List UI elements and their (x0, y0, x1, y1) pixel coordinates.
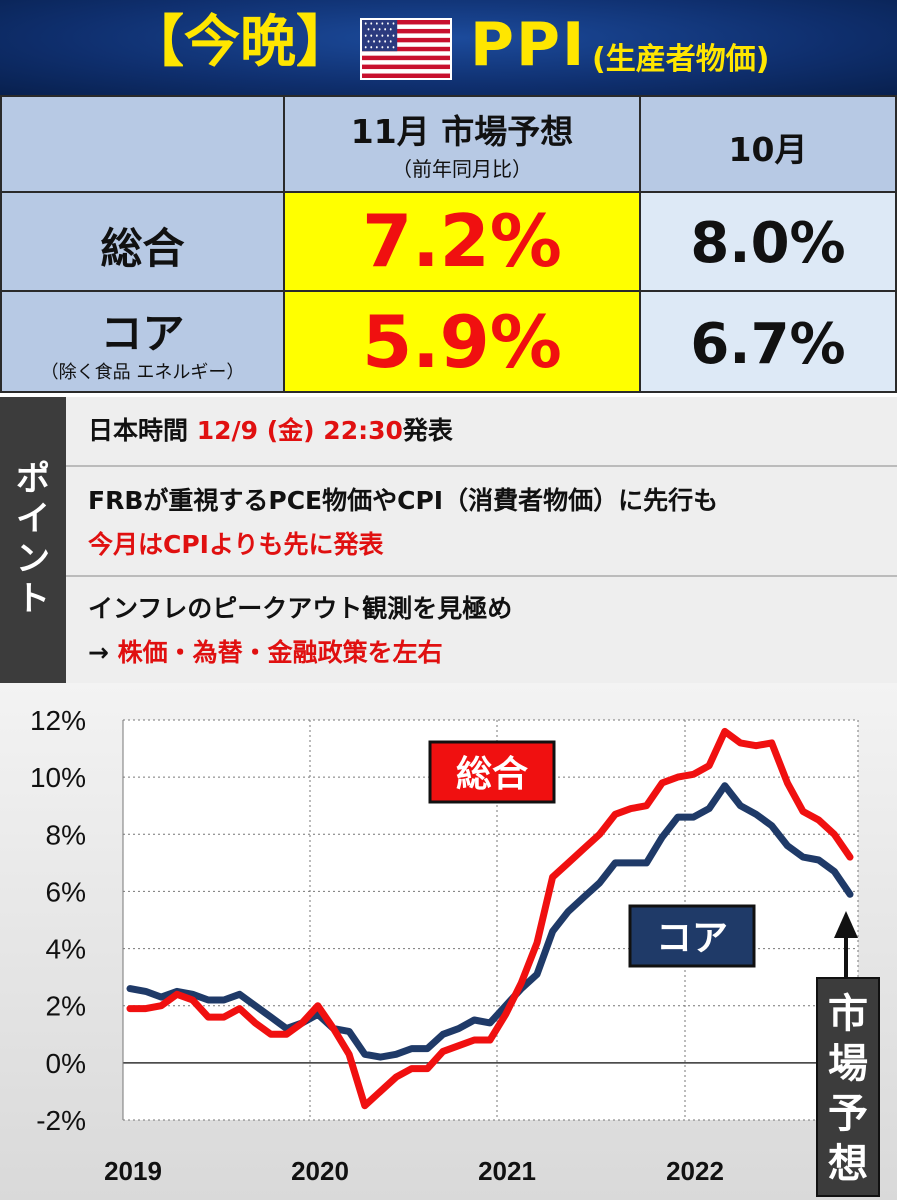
y-tick-label: 10% (30, 762, 86, 793)
row-core-previous-cell: 6.7% (639, 290, 897, 393)
y-tick-label: 4% (46, 934, 86, 965)
series-line-core (126, 782, 854, 1061)
forecast-header-title: 11月 市場予想 (350, 112, 574, 151)
header-bracket-title: 【今晩】 (128, 10, 352, 75)
legend-total-label: 総合 (456, 754, 528, 795)
y-tick-label: 0% (46, 1048, 86, 1079)
row-core-forecast: 5.9% (362, 300, 562, 384)
forecast-header-sub: （前年同月比） (392, 157, 532, 181)
x-tick-label: 2021 (478, 1156, 536, 1186)
forecast-callout-char: 予 (828, 1091, 868, 1137)
row-total-label-cell: 総合 (0, 191, 285, 292)
point-row-2: FRBが重視するPCE物価やCPI（消費者物価）に先行も 今月はCPIよりも先に… (66, 467, 897, 577)
chart-area: 12% 10% 8% 6% 4% 2% 0% -2% 2019 2020 2021 2022 総合コア市… (0, 683, 897, 1200)
points-side-bar: ポイント (0, 397, 66, 683)
row-core-label-cell: コア （除く食品 エネルギー） (0, 290, 285, 393)
header-subtitle: (生産者物価) (592, 42, 770, 77)
row-core-forecast-cell: 5.9% (283, 290, 641, 393)
point-row-1: 日本時間 12/9 (金) 22:30発表 (66, 397, 897, 467)
us-flag-icon (360, 18, 452, 80)
point-2-line-1: FRBが重視するPCE物価やCPI（消費者物価）に先行も (88, 486, 719, 515)
series-line-total (126, 727, 854, 1110)
point-2-line-2: 今月はCPIよりも先に発表 (88, 530, 384, 559)
point-1-text-c: 発表 (402, 416, 453, 445)
y-tick-label: 12% (30, 705, 86, 736)
y-tick-label: 8% (46, 819, 86, 850)
forecast-callout-char: 場 (828, 1041, 868, 1087)
header-banner: 【今晩】 PPI (生産者物価) (0, 0, 897, 95)
point-1-text-a: 日本時間 (88, 416, 197, 445)
forecast-header-cell: 11月 市場予想 （前年同月比） (283, 95, 641, 193)
points-section: ポイント 日本時間 12/9 (金) 22:30発表 FRBが重視するPCE物価… (0, 397, 897, 683)
table-corner-cell (0, 95, 285, 193)
header-title: PPI (470, 10, 587, 80)
legend-core-box (628, 904, 756, 968)
point-3-arrow: → (88, 638, 118, 667)
row-total-previous-cell: 8.0% (639, 191, 897, 292)
legend-core-label: コア (656, 918, 728, 959)
row-core-previous: 6.7% (690, 312, 846, 377)
forecast-table: 11月 市場予想 （前年同月比） 10月 総合 7.2% 8.0% コア （除く… (0, 95, 897, 393)
row-total-previous: 8.0% (690, 211, 846, 276)
points-side-label-text: ポイント (16, 459, 50, 619)
forecast-arrow-head (834, 911, 858, 938)
y-tick-label: -2% (36, 1105, 86, 1136)
row-core-label: コア (100, 309, 185, 358)
previous-header-title: 10月 (728, 130, 808, 169)
row-core-sublabel: （除く食品 エネルギー） (40, 362, 245, 383)
point-1-datetime: 12/9 (金) 22:30 (196, 416, 403, 445)
x-tick-label: 2020 (291, 1156, 349, 1186)
legend-total-box (428, 740, 556, 804)
forecast-callout-char: 想 (828, 1141, 868, 1187)
ppi-line-chart: 12% 10% 8% 6% 4% 2% 0% -2% 2019 2020 2021 2022 総合コア市… (30, 705, 880, 1197)
y-tick-label: 2% (46, 991, 86, 1022)
y-tick-label: 6% (46, 876, 86, 907)
forecast-callout-box (816, 977, 880, 1197)
forecast-callout-char: 市 (828, 991, 868, 1037)
row-total-label: 総合 (100, 224, 185, 273)
x-tick-label: 2019 (104, 1156, 162, 1186)
point-3-line-2: 株価・為替・金融政策を左右 (117, 638, 443, 667)
point-3-line-1: インフレのピークアウト観測を見極め (88, 594, 513, 623)
points-side-label: ポイント (0, 459, 66, 619)
x-tick-label: 2022 (666, 1156, 724, 1186)
previous-header-cell: 10月 (639, 95, 897, 193)
row-total-forecast-cell: 7.2% (283, 191, 641, 292)
row-total-forecast: 7.2% (362, 199, 562, 283)
point-row-3: インフレのピークアウト観測を見極め → 株価・為替・金融政策を左右 (66, 577, 897, 683)
